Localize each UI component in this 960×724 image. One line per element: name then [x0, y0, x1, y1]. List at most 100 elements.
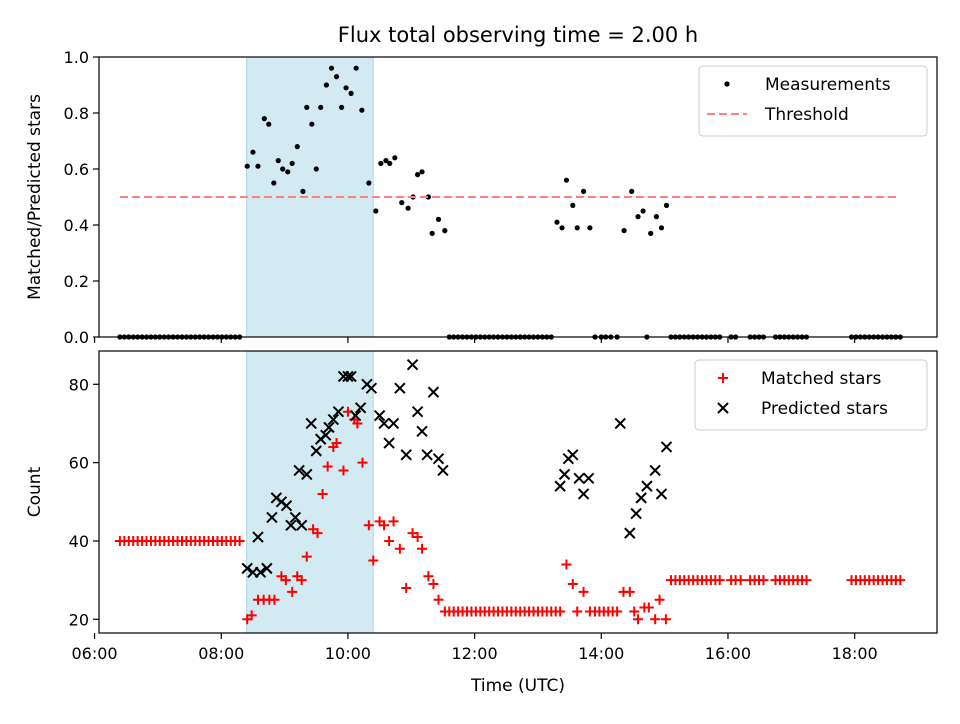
data-point [352, 418, 363, 429]
data-point [301, 551, 312, 562]
data-point [442, 228, 448, 234]
x-tick-label: 14:00 [578, 644, 624, 663]
data-point [654, 594, 665, 605]
data-point [415, 172, 421, 178]
data-point [338, 465, 349, 476]
y-tick-label: 20 [69, 610, 89, 629]
y-tick-label: 60 [69, 454, 89, 473]
data-point [432, 453, 445, 465]
data-point [614, 417, 627, 430]
legend: Matched stars Predicted stars [694, 359, 928, 431]
data-point [400, 449, 412, 461]
data-point [261, 562, 273, 575]
data-point [578, 586, 589, 597]
data-point [348, 90, 354, 96]
data-point [280, 500, 293, 512]
data-point [411, 406, 424, 418]
legend-label: Threshold [764, 105, 849, 125]
legend: Measurements Threshold [698, 65, 928, 137]
data-point [357, 457, 368, 468]
data-point [293, 464, 305, 477]
figure-title: Flux total observing time = 2.00 h [338, 23, 698, 47]
data-point [621, 228, 627, 234]
data-point [320, 429, 332, 441]
data-point [328, 65, 335, 71]
data-point [322, 461, 333, 472]
data-point [412, 532, 423, 543]
axes-frame [98, 350, 938, 634]
data-point [255, 163, 261, 169]
data-point [285, 169, 291, 175]
data-point [331, 438, 342, 449]
data-point [580, 188, 587, 194]
data-point [338, 104, 345, 110]
data-point [577, 488, 590, 500]
x-tick-label: 12:00 [452, 644, 498, 663]
data-point [353, 65, 359, 71]
legend-swatch [718, 373, 728, 383]
data-point [246, 610, 257, 621]
data-point [289, 160, 295, 166]
data-point [368, 555, 379, 566]
data-point [296, 575, 307, 586]
data-point [895, 575, 906, 586]
data-point [573, 472, 585, 484]
data-point [266, 121, 272, 127]
data-point [416, 425, 428, 437]
y-tick-label: 0.8 [64, 104, 89, 123]
data-point [660, 614, 671, 625]
data-point [244, 163, 250, 169]
data-point [363, 520, 374, 531]
data-point [318, 104, 324, 110]
data-point [660, 441, 673, 453]
data-point [349, 409, 362, 422]
data-point [423, 571, 434, 582]
data-point [641, 480, 653, 492]
data-point [333, 74, 340, 80]
data-point [289, 511, 302, 524]
x-tick-label: 08:00 [198, 644, 244, 663]
data-point [427, 386, 440, 398]
data-point [332, 406, 345, 418]
data-point [735, 575, 746, 586]
legend-entry: Predicted stars [717, 399, 888, 419]
data-point [554, 219, 560, 225]
data-point [425, 194, 431, 200]
y-tick-label: 1.0 [64, 48, 89, 67]
data-point [269, 594, 280, 605]
legend-box [694, 359, 928, 431]
data-point [624, 586, 635, 597]
data-point [407, 528, 418, 539]
data-point [294, 144, 300, 150]
data-point [384, 535, 395, 546]
data-point [266, 511, 278, 524]
data-point [421, 449, 433, 461]
x-tick-label: 10:00 [325, 644, 371, 663]
data-point [387, 160, 393, 166]
x-tick-label: 18:00 [832, 644, 878, 663]
data-point [388, 516, 399, 527]
y-tick-label: 80 [69, 375, 89, 394]
data-point [714, 575, 725, 586]
data-point [630, 507, 642, 520]
legend-label: Matched stars [761, 369, 881, 389]
data-point [387, 417, 400, 430]
bottom-panel-count-plot: 20 40 60 80 06:00 08:00 10:00 12:00 14:00 16:00 18… [25, 350, 938, 696]
data-point [342, 370, 354, 383]
y-tick-label: 0.4 [64, 216, 89, 235]
y-tick-label: 0.0 [64, 328, 89, 347]
data-point [655, 488, 668, 500]
data-point [555, 606, 566, 617]
data-point [312, 528, 323, 539]
data-point [663, 202, 670, 208]
x-axis-label: Time (UTC) [470, 676, 565, 696]
data-point [650, 614, 661, 625]
data-point [252, 531, 264, 543]
data-point [343, 85, 349, 91]
data-point [649, 464, 661, 477]
data-point [401, 582, 412, 593]
data-point [429, 230, 435, 236]
data-point [301, 468, 313, 481]
series-1 [241, 359, 673, 578]
data-point [345, 370, 357, 383]
